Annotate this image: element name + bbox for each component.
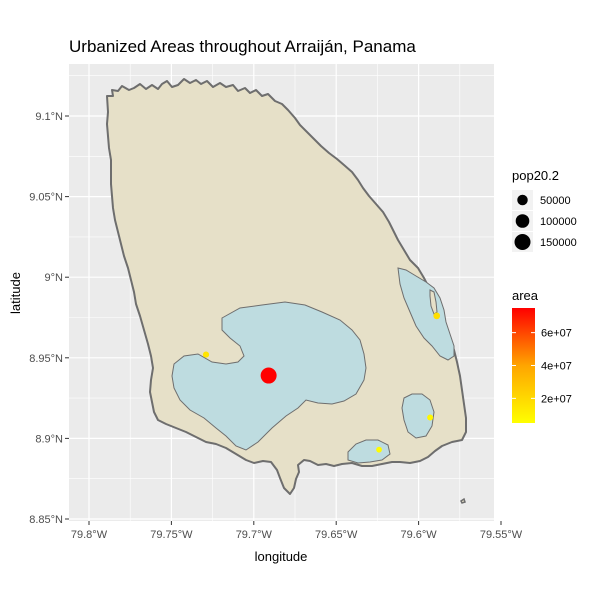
legend-pop-label: 50000	[540, 195, 571, 207]
y-tick-label: 8.85°N	[29, 514, 63, 526]
legend-pop-title: pop20.2	[512, 168, 559, 183]
urban-area-south	[347, 439, 391, 464]
legend-area-label: 2e+07	[541, 393, 572, 405]
axes: 79.8°W 79.75°W 79.7°W 79.65°W 79.6°W 79.55°W 9…	[29, 111, 523, 541]
x-tick-label: 79.7°W	[236, 529, 273, 541]
y-tick-label: 8.95°N	[29, 353, 63, 365]
island-small	[460, 497, 466, 504]
urban-point	[433, 312, 441, 320]
urban-point	[376, 446, 382, 453]
y-tick-label: 9°N	[45, 272, 64, 284]
urban-point	[260, 367, 277, 384]
y-tick-label: 8.9°N	[35, 433, 63, 445]
x-axis-title: longitude	[255, 549, 308, 564]
chart-title: Urbanized Areas throughout Arraiján, Pan…	[69, 37, 416, 56]
legend-pop-label: 150000	[540, 237, 577, 249]
urban-centroid-points	[202, 312, 441, 453]
x-tick-label: 79.8°W	[71, 529, 108, 541]
urban-point	[427, 414, 434, 421]
legend-area: area 6e+07 4e+07 2e+07	[512, 288, 572, 423]
legend-pop-label: 100000	[540, 216, 577, 228]
legend-area-title: area	[512, 288, 539, 303]
legend-area-colorbar	[512, 308, 535, 423]
y-tick-label: 9.05°N	[29, 192, 63, 204]
urban-area-east	[397, 267, 455, 361]
x-tick-label: 79.75°W	[150, 529, 193, 541]
legend-pop-dot	[517, 194, 528, 206]
x-tick-label: 79.65°W	[315, 529, 358, 541]
legend-pop-dot	[514, 234, 531, 250]
urban-area-southeast	[401, 393, 435, 439]
x-tick-label: 79.55°W	[480, 529, 523, 541]
urban-point	[202, 351, 210, 358]
y-tick-label: 9.1°N	[35, 111, 63, 123]
x-tick-label: 79.6°W	[400, 529, 437, 541]
legend-area-label: 4e+07	[541, 361, 572, 373]
y-axis-title: latitude	[8, 272, 23, 314]
legend-pop: pop20.2 50000 100000 150000	[512, 168, 577, 252]
legend-pop-dot	[515, 214, 530, 228]
legend-area-label: 6e+07	[541, 328, 572, 340]
